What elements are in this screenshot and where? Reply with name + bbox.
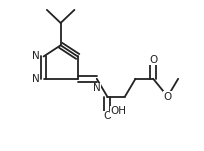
Text: OH: OH [111,106,126,116]
Text: O: O [103,111,111,121]
Text: O: O [164,92,172,101]
Text: N: N [93,83,101,93]
Text: N: N [32,51,40,61]
Text: N: N [32,74,40,84]
Text: O: O [149,55,157,65]
